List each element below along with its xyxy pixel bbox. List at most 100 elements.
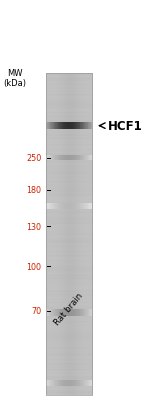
- Bar: [62, 380, 63, 385]
- Bar: [90, 310, 91, 316]
- Bar: [66, 204, 67, 209]
- Bar: [56, 156, 57, 161]
- Bar: [61, 380, 62, 385]
- Bar: [79, 204, 80, 209]
- Bar: [77, 380, 78, 385]
- Bar: [46, 204, 47, 209]
- Bar: [55, 123, 56, 130]
- Bar: [80, 380, 81, 385]
- Bar: [61, 380, 62, 385]
- Bar: [76, 123, 77, 130]
- Bar: [59, 156, 60, 161]
- Bar: [58, 310, 59, 316]
- Bar: [84, 310, 85, 316]
- Bar: [60, 156, 61, 161]
- Bar: [70, 123, 71, 130]
- Bar: [56, 123, 57, 130]
- Bar: [50, 204, 51, 209]
- Bar: [69, 204, 70, 209]
- Bar: [73, 123, 74, 130]
- Bar: [59, 123, 60, 130]
- Bar: [46, 156, 47, 161]
- Bar: [60, 204, 61, 209]
- Bar: [46, 74, 92, 395]
- Bar: [63, 310, 64, 316]
- Bar: [78, 123, 79, 130]
- Bar: [81, 123, 82, 130]
- Bar: [83, 156, 84, 161]
- Bar: [67, 310, 68, 316]
- Bar: [80, 123, 81, 130]
- Bar: [66, 123, 67, 130]
- Bar: [89, 380, 90, 385]
- Bar: [48, 123, 49, 130]
- Bar: [53, 380, 54, 385]
- Bar: [72, 156, 73, 161]
- Bar: [75, 204, 76, 209]
- Bar: [83, 310, 84, 316]
- Bar: [63, 123, 64, 130]
- Bar: [78, 156, 79, 161]
- Bar: [65, 156, 66, 161]
- Bar: [70, 156, 71, 161]
- Bar: [50, 310, 51, 316]
- Bar: [87, 204, 88, 209]
- Bar: [80, 156, 81, 161]
- Bar: [57, 310, 58, 316]
- Bar: [49, 380, 50, 385]
- Bar: [82, 310, 83, 316]
- Bar: [59, 310, 60, 316]
- Bar: [74, 156, 75, 161]
- Bar: [86, 123, 87, 130]
- Bar: [58, 204, 59, 209]
- Bar: [84, 204, 85, 209]
- Bar: [62, 310, 63, 316]
- Bar: [52, 156, 53, 161]
- Bar: [71, 156, 72, 161]
- Bar: [69, 310, 70, 316]
- Bar: [72, 380, 73, 385]
- Text: 100: 100: [26, 262, 41, 271]
- Bar: [55, 310, 56, 316]
- Bar: [75, 123, 76, 130]
- Bar: [62, 204, 63, 209]
- Bar: [79, 310, 80, 316]
- Bar: [46, 123, 47, 130]
- Bar: [67, 380, 68, 385]
- Bar: [64, 204, 65, 209]
- Bar: [85, 310, 86, 316]
- Bar: [53, 310, 54, 316]
- Bar: [52, 204, 53, 209]
- Bar: [61, 123, 62, 130]
- Bar: [74, 123, 75, 130]
- Bar: [84, 123, 85, 130]
- Bar: [81, 380, 82, 385]
- Bar: [82, 123, 83, 130]
- Bar: [52, 310, 53, 316]
- Bar: [86, 204, 87, 209]
- Bar: [51, 380, 52, 385]
- Bar: [49, 156, 50, 161]
- Bar: [90, 204, 91, 209]
- Bar: [88, 156, 89, 161]
- Bar: [52, 380, 53, 385]
- Bar: [90, 123, 91, 130]
- Bar: [79, 123, 80, 130]
- Bar: [51, 123, 52, 130]
- Bar: [66, 310, 67, 316]
- Bar: [74, 310, 75, 316]
- Bar: [91, 156, 92, 161]
- Bar: [47, 310, 48, 316]
- Bar: [72, 123, 73, 130]
- Bar: [62, 156, 63, 161]
- Bar: [87, 380, 88, 385]
- Bar: [70, 204, 71, 209]
- Bar: [68, 123, 69, 130]
- Bar: [88, 380, 89, 385]
- Bar: [80, 310, 81, 316]
- Bar: [88, 204, 89, 209]
- Bar: [61, 156, 62, 161]
- Bar: [76, 310, 77, 316]
- Bar: [67, 123, 68, 130]
- Bar: [64, 123, 65, 130]
